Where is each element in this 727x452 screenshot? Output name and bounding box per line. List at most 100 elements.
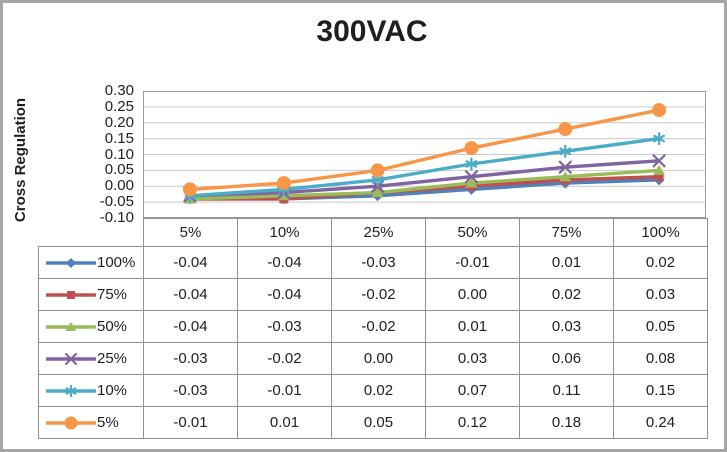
x-category-header: 75% [519, 218, 614, 247]
table-value-cell: 0.06 [519, 342, 614, 375]
table-value-cell: 0.08 [613, 342, 708, 375]
table-value-cell: 0.01 [237, 406, 332, 439]
table-value-cell: 0.00 [331, 342, 426, 375]
table-row: 75% -0.04 -0.04 -0.02 0.00 0.02 0.03 [38, 278, 708, 311]
table-value-cell: -0.02 [331, 278, 426, 311]
y-axis-tick-label: 0.20 [104, 113, 134, 131]
table-value-cell: 0.02 [613, 246, 708, 279]
y-axis-tick-label: 0.15 [104, 129, 134, 147]
table-value-cell: -0.04 [143, 278, 238, 311]
series-marker-triangle [371, 187, 384, 198]
table-row: 100% -0.04 -0.04 -0.03 -0.01 0.01 0.02 [38, 246, 708, 279]
x-category-header: 100% [613, 218, 708, 247]
table-value-cell: 0.03 [613, 278, 708, 311]
table-value-cell: 0.03 [519, 310, 614, 343]
legend-label: 50% [97, 318, 128, 335]
table-row: 10% -0.03 -0.01 0.02 0.07 0.11 0.15 [38, 374, 708, 407]
series-line [188, 136, 661, 198]
series-marker-circle [558, 122, 573, 137]
series-marker-circle [464, 141, 479, 156]
legend-cell: 25% [38, 342, 144, 375]
table-value-cell: 0.03 [425, 342, 520, 375]
table-value-cell: 0.11 [519, 374, 614, 407]
series-line [188, 159, 661, 198]
table-value-cell: -0.04 [237, 246, 332, 279]
table-value-cell: 0.18 [519, 406, 614, 439]
table-value-cell: 0.02 [519, 278, 614, 311]
legend-key-x-icon [46, 352, 96, 365]
table-value-cell: -0.01 [143, 406, 238, 439]
series-marker-circle [182, 182, 197, 197]
table-value-cell: 0.01 [519, 246, 614, 279]
legend-key-diamond-icon [46, 257, 96, 268]
legend-cell: 5% [38, 406, 144, 439]
legend-label: 10% [97, 382, 128, 399]
table-value-cell: -0.03 [237, 310, 332, 343]
table-row: 25% -0.03 -0.02 0.00 0.03 0.06 0.08 [38, 342, 708, 375]
series-marker-triangle [465, 177, 478, 188]
series-marker-square [654, 172, 664, 182]
table-value-cell: -0.03 [331, 246, 426, 279]
series-marker-asterisk [653, 131, 665, 146]
legend-key-triangle-icon [46, 321, 96, 331]
table-value-cell: -0.04 [143, 246, 238, 279]
plot-area [143, 91, 706, 218]
legend-label: 75% [97, 286, 128, 303]
series-marker-asterisk [559, 144, 572, 158]
table-value-cell: 0.24 [613, 406, 708, 439]
table-value-cell: 0.15 [613, 374, 708, 407]
chart-title: 300VAC [316, 15, 428, 48]
table-value-cell: 0.05 [331, 406, 426, 439]
data-table-with-legend: 5% 10% 25% 50% 75% 100% 100% -0.04 -0.04 -0.03 -0.… [38, 218, 708, 439]
series-marker-circle [370, 163, 385, 178]
legend-label: 100% [97, 254, 136, 271]
table-value-cell: -0.02 [237, 342, 332, 375]
table-row: 5% -0.01 0.01 0.05 0.12 0.18 0.24 [38, 406, 708, 439]
series-line [188, 108, 661, 192]
series-marker-triangle [559, 171, 572, 182]
table-value-cell: 0.12 [425, 406, 520, 439]
series-marker-triangle [653, 164, 666, 175]
table-value-cell: 0.07 [425, 374, 520, 407]
table-value-cell: -0.01 [425, 246, 520, 279]
table-value-cell: -0.02 [331, 310, 426, 343]
series-marker-circle [276, 176, 291, 191]
x-category-header: 5% [143, 218, 238, 247]
legend-cell: 100% [38, 246, 144, 279]
y-axis-tick-label: 0.05 [104, 161, 134, 179]
legend-cell: 10% [38, 374, 144, 407]
y-axis-tick-label: -0.05 [99, 193, 134, 211]
x-category-header: 25% [331, 218, 426, 247]
table-value-cell: 0.02 [331, 374, 426, 407]
table-value-cell: -0.01 [237, 374, 332, 407]
table-value-cell: 0.01 [425, 310, 520, 343]
y-axis-tick-label: -0.10 [99, 209, 134, 226]
table-header-row: 5% 10% 25% 50% 75% 100% [39, 218, 708, 247]
legend-label: 5% [97, 414, 119, 431]
series-marker-asterisk [465, 157, 478, 171]
series-line [188, 168, 661, 201]
series-marker-x [464, 170, 478, 184]
x-category-header: 10% [237, 218, 332, 247]
legend-cell: 50% [38, 310, 144, 343]
y-axis-tick-label: 0.00 [104, 177, 134, 195]
table-value-cell: 0.05 [613, 310, 708, 343]
table-value-cell: -0.03 [143, 374, 238, 407]
y-axis-tick-label: 0.10 [104, 145, 134, 163]
table-row: 50% -0.04 -0.03 -0.02 0.01 0.03 0.05 [38, 310, 708, 343]
table-value-cell: -0.03 [143, 342, 238, 375]
legend-key-asterisk-icon [46, 384, 96, 397]
legend-key-square-icon [46, 290, 96, 299]
legend-label: 25% [97, 350, 128, 367]
legend-key-circle-icon [46, 416, 96, 429]
table-value-cell: -0.04 [237, 278, 332, 311]
plot-border [143, 91, 706, 218]
table-corner-empty [39, 219, 144, 247]
series-marker-x [652, 154, 666, 168]
y-axis-tick-label: 0.30 [104, 82, 134, 99]
legend-cell: 75% [38, 278, 144, 311]
x-category-header: 50% [425, 218, 520, 247]
series-marker-x [558, 160, 572, 174]
table-value-cell: 0.00 [425, 278, 520, 311]
